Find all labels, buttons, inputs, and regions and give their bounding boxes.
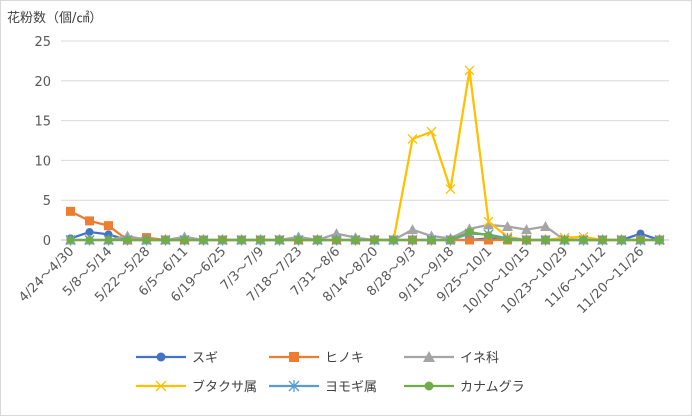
data-point: [522, 236, 531, 244]
y-tick-label: 15: [34, 115, 51, 130]
data-point: [288, 380, 300, 392]
data-point: [155, 380, 167, 392]
data-point: [483, 216, 494, 227]
data-point: [617, 236, 626, 244]
data-point: [351, 236, 360, 244]
data-point: [104, 230, 113, 239]
gridlines: [61, 40, 669, 241]
legend-item: ヒノキ: [269, 351, 364, 366]
y-tick-label: 10: [34, 154, 51, 169]
data-point: [313, 236, 322, 244]
data-point: [180, 236, 189, 244]
data-point: [427, 236, 436, 244]
data-point: [407, 133, 418, 144]
data-point: [408, 236, 417, 244]
data-point: [237, 236, 246, 244]
legend-label: ブタクサ属: [192, 379, 257, 395]
data-point: [85, 228, 94, 237]
legend-item: スギ: [136, 351, 218, 366]
y-tick-labels: 0 5 10 15 20 25: [34, 35, 51, 249]
data-point: [331, 228, 342, 239]
legend-item: ヨモギ属: [269, 380, 377, 395]
legend-label: ヨモギ属: [325, 380, 377, 395]
data-point: [465, 235, 474, 245]
series-ブタクサ属: [65, 65, 665, 245]
data-point: [560, 236, 569, 244]
data-point: [104, 236, 113, 244]
data-point: [66, 236, 75, 244]
series-カナムグラ: [66, 228, 664, 244]
legend-item: イネ科: [404, 351, 499, 366]
x-tick-labels: 4/24〜4/305/8〜5/145/22〜5/286/5〜6/116/19〜6…: [16, 244, 647, 317]
data-point: [275, 236, 284, 244]
data-point: [294, 236, 303, 244]
data-point: [541, 236, 550, 244]
data-point: [389, 236, 398, 244]
data-point: [370, 236, 379, 244]
data-point: [540, 220, 551, 231]
data-point: [579, 236, 588, 244]
data-point: [407, 224, 418, 235]
x-tick-label: 11/20〜11/26: [575, 244, 648, 317]
data-point: [446, 236, 455, 244]
data-point: [199, 236, 208, 244]
x-tick-label: 10/10〜10/15: [461, 244, 534, 317]
series-lines: [65, 65, 665, 246]
data-point: [123, 236, 132, 244]
data-point: [464, 65, 475, 76]
data-point: [483, 219, 494, 230]
series-line: [70, 69, 660, 242]
data-point: [426, 126, 437, 137]
data-point: [445, 184, 456, 195]
data-point: [465, 228, 474, 237]
data-point: [85, 216, 94, 226]
series-line: [69, 210, 660, 242]
y-tick-label: 20: [34, 75, 51, 90]
data-point: [289, 352, 299, 362]
data-point: [218, 236, 227, 244]
legend-label: ヒノキ: [325, 351, 364, 366]
data-point: [424, 381, 434, 391]
data-point: [156, 352, 166, 362]
data-point: [503, 236, 512, 244]
y-tick-label: 25: [34, 35, 51, 50]
y-axis-unit-label: 花粉数（個/㎠）: [7, 10, 102, 26]
y-tick-label: 5: [43, 194, 51, 209]
data-point: [85, 236, 94, 244]
legend-item: ブタクサ属: [136, 379, 257, 395]
data-point: [66, 206, 75, 216]
data-point: [636, 236, 645, 244]
data-point: [142, 236, 151, 244]
x-tick-label: 10/23〜10/29: [499, 244, 572, 317]
data-point: [161, 236, 170, 244]
data-point: [332, 236, 341, 244]
data-point: [423, 351, 435, 362]
data-point: [484, 231, 493, 240]
legend-label: スギ: [192, 351, 218, 366]
legend-label: イネ科: [460, 351, 499, 366]
data-point: [521, 224, 532, 235]
data-point: [655, 236, 664, 244]
data-point: [484, 235, 493, 245]
data-point: [598, 236, 607, 244]
data-point: [502, 220, 513, 231]
legend-item: カナムグラ: [404, 380, 525, 395]
legend-label: カナムグラ: [460, 380, 525, 395]
y-tick-label: 0: [43, 234, 51, 249]
series-スギ: [66, 228, 664, 244]
data-point: [256, 236, 265, 244]
data-point: [104, 221, 113, 231]
